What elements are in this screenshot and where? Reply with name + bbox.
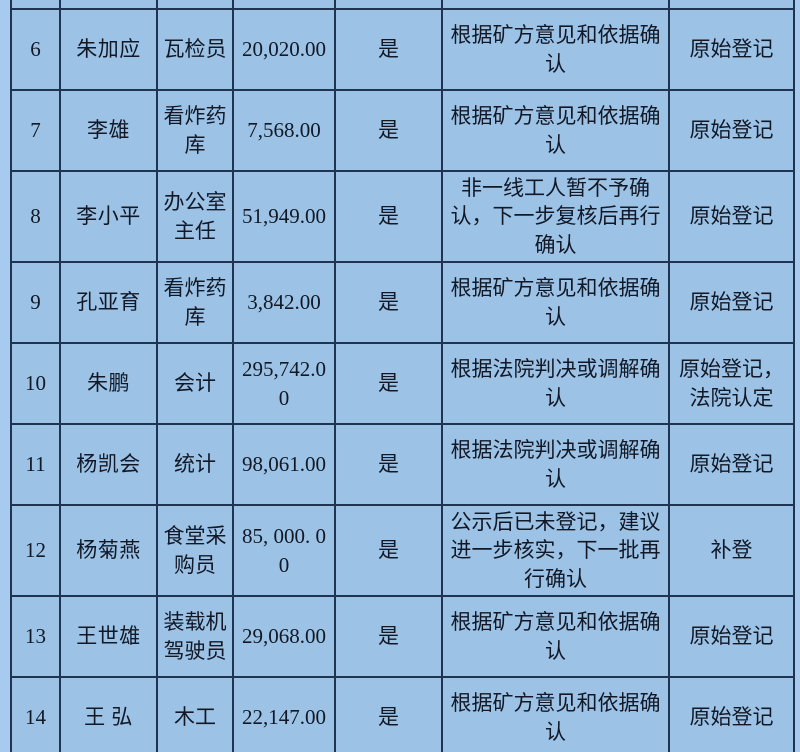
table-row: 12 杨菊燕 食堂采购员 85, 000. 00 是 公示后已未登记，建议进一步… [10, 504, 795, 598]
confirmed-cell: 是 [334, 342, 443, 426]
name-cell: 孔亚育 [59, 261, 158, 345]
name-cell: 王 弘 [59, 676, 158, 752]
confirmed-cell: 是 [334, 169, 443, 264]
reason-cell: 根据矿方意见和依据确认 [441, 676, 670, 752]
table-row: 7 李雄 看炸药库 7,568.00 是 根据矿方意见和依据确认 原始登记 [10, 89, 795, 172]
table-row: 9 孔亚育 看炸药库 3,842.00 是 根据矿方意见和依据确认 原始登记 [10, 261, 795, 345]
table-row: 11 杨凯会 统计 98,061.00 是 根据法院判决或调解确认 原始登记 [10, 423, 795, 507]
amount-cell: 98,061.00 [232, 423, 336, 507]
job-cell: 统计 [156, 423, 234, 507]
register-cell: 原始登记 [668, 261, 795, 345]
confirmed-cell: 是 [334, 504, 443, 598]
register-cell [668, 0, 795, 10]
amount-cell: 85, 000. 00 [232, 504, 336, 598]
register-cell: 原始登记 [668, 169, 795, 264]
job-cell [156, 0, 234, 10]
amount-cell: 20,020.00 [232, 8, 336, 91]
table-row: 10 朱鹏 会计 295,742.00 是 根据法院判决或调解确认 原始登记，法… [10, 342, 795, 426]
name-cell: 杨凯会 [59, 423, 158, 507]
table-row: 8 李小平 办公室主任 51,949.00 是 非一线工人暂不予确认，下一步复核… [10, 169, 795, 264]
row-number-cell: 14 [10, 676, 61, 752]
confirmed-cell: 是 [334, 89, 443, 172]
row-number-cell: 13 [10, 595, 61, 679]
table-row: 6 朱加应 瓦检员 20,020.00 是 根据矿方意见和依据确认 原始登记 [10, 8, 795, 91]
amount-cell: 3,842.00 [232, 261, 336, 345]
amount-cell [232, 0, 336, 10]
table-row: 14 王 弘 木工 22,147.00 是 根据矿方意见和依据确认 原始登记 [10, 676, 795, 752]
reason-cell: 根据矿方意见和依据确认 [441, 595, 670, 679]
confirmed-cell: 是 [334, 8, 443, 91]
name-cell: 李小平 [59, 169, 158, 264]
job-cell: 办公室主任 [156, 169, 234, 264]
name-cell: 杨菊燕 [59, 504, 158, 598]
reason-cell [441, 0, 670, 10]
confirmed-cell: 是 [334, 676, 443, 752]
job-cell: 木工 [156, 676, 234, 752]
register-cell: 原始登记 [668, 8, 795, 91]
row-number-cell: 10 [10, 342, 61, 426]
register-cell: 补登 [668, 504, 795, 598]
register-cell: 原始登记 [668, 89, 795, 172]
name-cell: 朱加应 [59, 8, 158, 91]
table-row: 13 王世雄 装载机驾驶员 29,068.00 是 根据矿方意见和依据确认 原始… [10, 595, 795, 679]
amount-cell: 51,949.00 [232, 169, 336, 264]
register-cell: 原始登记，法院认定 [668, 342, 795, 426]
row-number-cell: 9 [10, 261, 61, 345]
job-cell: 瓦检员 [156, 8, 234, 91]
reason-cell: 根据矿方意见和依据确认 [441, 89, 670, 172]
reason-cell: 根据法院判决或调解确认 [441, 423, 670, 507]
confirmed-cell: 是 [334, 261, 443, 345]
reason-cell: 根据法院判决或调解确认 [441, 342, 670, 426]
row-number-cell: 6 [10, 8, 61, 91]
reason-cell: 根据矿方意见和依据确认 [441, 8, 670, 91]
name-cell [59, 0, 158, 10]
name-cell: 朱鹏 [59, 342, 158, 426]
table-row-partial [10, 0, 795, 10]
name-cell: 李雄 [59, 89, 158, 172]
register-cell: 原始登记 [668, 423, 795, 507]
confirmed-cell: 是 [334, 595, 443, 679]
reason-cell: 公示后已未登记，建议进一步核实，下一批再行确认 [441, 504, 670, 598]
job-cell: 看炸药库 [156, 89, 234, 172]
register-cell: 原始登记 [668, 595, 795, 679]
register-cell: 原始登记 [668, 676, 795, 752]
confirmation-table: 6 朱加应 瓦检员 20,020.00 是 根据矿方意见和依据确认 原始登记 7… [10, 0, 795, 752]
row-number-cell: 8 [10, 169, 61, 264]
row-number-cell [10, 0, 61, 10]
name-cell: 王世雄 [59, 595, 158, 679]
job-cell: 会计 [156, 342, 234, 426]
row-number-cell: 12 [10, 504, 61, 598]
confirmed-cell [334, 0, 443, 10]
amount-cell: 29,068.00 [232, 595, 336, 679]
amount-cell: 295,742.00 [232, 342, 336, 426]
row-number-cell: 11 [10, 423, 61, 507]
job-cell: 装载机驾驶员 [156, 595, 234, 679]
reason-cell: 根据矿方意见和依据确认 [441, 261, 670, 345]
job-cell: 食堂采购员 [156, 504, 234, 598]
job-cell: 看炸药库 [156, 261, 234, 345]
row-number-cell: 7 [10, 89, 61, 172]
amount-cell: 22,147.00 [232, 676, 336, 752]
confirmed-cell: 是 [334, 423, 443, 507]
amount-cell: 7,568.00 [232, 89, 336, 172]
reason-cell: 非一线工人暂不予确认，下一步复核后再行确认 [441, 169, 670, 264]
